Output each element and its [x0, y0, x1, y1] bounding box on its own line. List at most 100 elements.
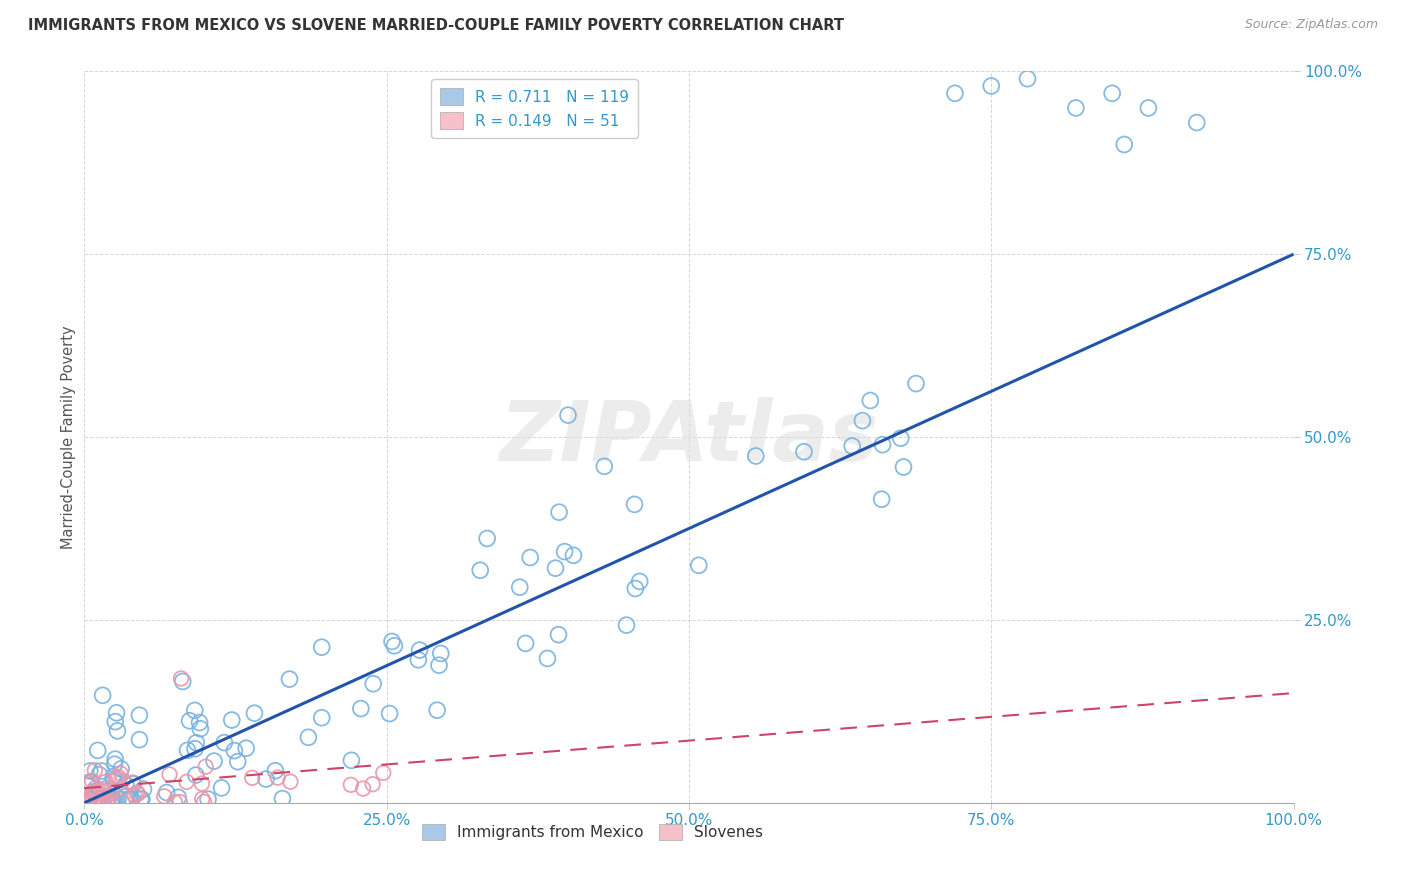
Point	[688, 558, 710, 573]
Point	[179, 714, 201, 728]
Point	[83, 763, 105, 777]
Point	[163, 795, 186, 809]
Point	[191, 792, 214, 806]
Point	[170, 672, 193, 686]
Point	[105, 772, 128, 787]
Point	[121, 792, 143, 806]
Point	[188, 715, 211, 730]
Point	[745, 449, 768, 463]
Point	[202, 754, 225, 768]
Point	[79, 764, 101, 778]
Point	[121, 775, 143, 789]
Text: IMMIGRANTS FROM MEXICO VS SLOVENE MARRIED-COUPLE FAMILY POVERTY CORRELATION CHAR: IMMIGRANTS FROM MEXICO VS SLOVENE MARRIE…	[28, 18, 844, 33]
Point	[176, 743, 198, 757]
Point	[859, 393, 882, 408]
Point	[107, 723, 129, 738]
Point	[129, 792, 152, 806]
Point	[127, 787, 149, 801]
Point	[100, 781, 122, 796]
Point	[623, 497, 645, 511]
Point	[1137, 101, 1160, 115]
Point	[82, 789, 104, 803]
Point	[94, 774, 117, 789]
Point	[191, 776, 214, 790]
Point	[84, 780, 107, 795]
Point	[105, 706, 128, 720]
Y-axis label: Married-Couple Family Poverty: Married-Couple Family Poverty	[60, 326, 76, 549]
Point	[117, 792, 139, 806]
Point	[90, 764, 112, 778]
Point	[235, 741, 257, 756]
Point	[943, 87, 966, 101]
Point	[91, 791, 114, 805]
Point	[97, 794, 120, 808]
Point	[224, 743, 246, 757]
Point	[264, 764, 287, 778]
Point	[1101, 87, 1123, 101]
Point	[352, 781, 374, 796]
Legend: Immigrants from Mexico, Slovenes: Immigrants from Mexico, Slovenes	[416, 817, 769, 847]
Point	[243, 706, 266, 721]
Point	[77, 776, 100, 790]
Point	[82, 786, 104, 800]
Point	[221, 713, 243, 727]
Point	[429, 647, 451, 661]
Point	[80, 789, 103, 804]
Point	[1185, 115, 1208, 129]
Point	[110, 766, 132, 780]
Point	[156, 786, 179, 800]
Point	[111, 773, 134, 788]
Point	[350, 701, 373, 715]
Point	[624, 582, 647, 596]
Point	[557, 408, 579, 422]
Point	[103, 770, 125, 784]
Point	[79, 792, 101, 806]
Point	[96, 789, 118, 803]
Point	[184, 703, 207, 717]
Point	[82, 773, 104, 788]
Point	[76, 778, 98, 792]
Point	[184, 768, 207, 782]
Text: ZIPAtlas: ZIPAtlas	[499, 397, 879, 477]
Point	[851, 414, 873, 428]
Point	[89, 768, 111, 782]
Point	[311, 640, 333, 655]
Point	[280, 774, 302, 789]
Point	[176, 775, 198, 789]
Point	[132, 782, 155, 797]
Point	[83, 787, 105, 801]
Point	[278, 672, 301, 686]
Point	[1114, 137, 1136, 152]
Point	[381, 634, 404, 648]
Point	[211, 780, 233, 795]
Point	[544, 561, 567, 575]
Point	[1064, 101, 1087, 115]
Point	[240, 771, 263, 785]
Point	[186, 736, 208, 750]
Point	[562, 549, 585, 563]
Point	[361, 677, 384, 691]
Point	[110, 762, 132, 776]
Point	[554, 544, 576, 558]
Point	[101, 786, 124, 800]
Point	[96, 792, 118, 806]
Point	[131, 792, 153, 806]
Text: Source: ZipAtlas.com: Source: ZipAtlas.com	[1244, 18, 1378, 31]
Point	[197, 792, 219, 806]
Point	[893, 460, 915, 475]
Point	[124, 789, 146, 803]
Point	[536, 651, 558, 665]
Point	[128, 732, 150, 747]
Point	[408, 643, 430, 657]
Point	[470, 563, 492, 577]
Point	[103, 774, 125, 789]
Point	[84, 785, 107, 799]
Point	[340, 778, 363, 792]
Point	[378, 706, 401, 721]
Point	[226, 755, 249, 769]
Point	[427, 658, 450, 673]
Point	[890, 431, 912, 445]
Point	[107, 792, 129, 806]
Point	[188, 722, 211, 736]
Point	[271, 791, 294, 805]
